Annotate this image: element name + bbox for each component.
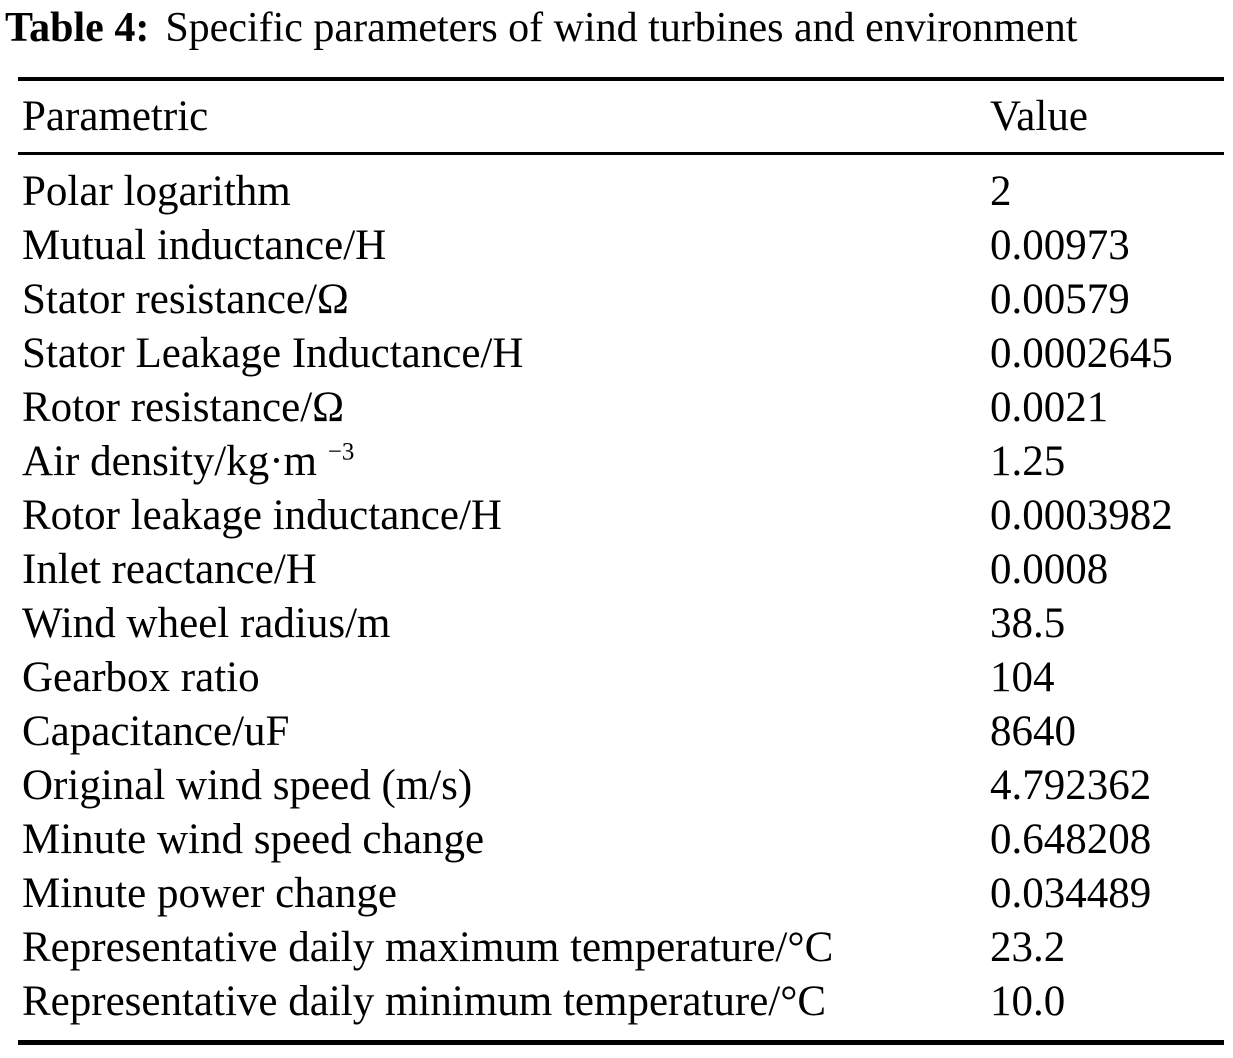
row-label: Stator Leakage Inductance/H <box>18 329 990 378</box>
row-value: 0.00973 <box>990 221 1130 269</box>
row-label-text: Mutual inductance/H <box>22 221 387 269</box>
table-header-row: Parametric Value <box>18 81 1224 155</box>
table-row: Rotor leakage inductance/H 0.0003982 <box>18 488 1224 542</box>
row-value: 4.792362 <box>990 761 1152 809</box>
row-label: Gearbox ratio <box>18 653 990 702</box>
row-label: Representative daily maximum temperature… <box>18 923 990 972</box>
row-label-text: Inlet reactance/H <box>22 545 317 593</box>
row-value: 0.0008 <box>990 545 1109 593</box>
row-label-text: Representative daily minimum temperature… <box>22 977 827 1025</box>
row-label-text: Representative daily maximum temperature… <box>22 923 834 971</box>
row-value: 10.0 <box>990 977 1066 1025</box>
table-row: Wind wheel radius/m 38.5 <box>18 596 1224 650</box>
row-label: Original wind speed (m/s) <box>18 761 990 810</box>
row-label: Inlet reactance/H <box>18 545 990 594</box>
table-caption: Table 4: Specific parameters of wind turb… <box>5 2 1077 55</box>
row-label-text: Polar logarithm <box>22 167 291 215</box>
row-value: 0.034489 <box>990 869 1152 917</box>
table-row: Original wind speed (m/s) 4.792362 <box>18 758 1224 812</box>
row-label-text: Stator resistance/Ω <box>22 275 349 323</box>
row-label-text: Minute wind speed change <box>22 815 485 863</box>
table-row: Mutual inductance/H 0.00973 <box>18 218 1224 272</box>
table-body: Polar logarithm 2 Mutual inductance/H 0.… <box>18 155 1224 1040</box>
row-value: 0.0021 <box>990 383 1109 431</box>
table-row: Capacitance/uF 8640 <box>18 704 1224 758</box>
table-row: Minute power change 0.034489 <box>18 866 1224 920</box>
row-value: 8640 <box>990 707 1076 755</box>
row-label-text: Gearbox ratio <box>22 653 260 701</box>
table-caption-number: Table 4: <box>5 5 150 51</box>
row-label-text: Air density/kg·m <box>22 437 317 485</box>
row-label-text: Capacitance/uF <box>22 707 290 755</box>
table-row: Air density/kg·m −3 1.25 <box>18 434 1224 488</box>
row-label-text: Stator Leakage Inductance/H <box>22 329 524 377</box>
row-label: Wind wheel radius/m <box>18 599 990 648</box>
row-label: Polar logarithm <box>18 167 990 216</box>
row-label: Minute power change <box>18 869 990 918</box>
row-value: 0.0002645 <box>990 329 1173 377</box>
table-row: Polar logarithm 2 <box>18 164 1224 218</box>
row-value: 23.2 <box>990 923 1066 971</box>
row-label: Rotor resistance/Ω <box>18 383 990 432</box>
row-value: 0.00579 <box>990 275 1130 323</box>
row-label-text: Rotor resistance/Ω <box>22 383 345 431</box>
table-row: Gearbox ratio 104 <box>18 650 1224 704</box>
header-value: Value <box>990 93 1088 140</box>
row-value: 0.648208 <box>990 815 1152 863</box>
table-row: Inlet reactance/H 0.0008 <box>18 542 1224 596</box>
row-label: Rotor leakage inductance/H <box>18 491 990 540</box>
row-value: 0.0003982 <box>990 491 1173 539</box>
row-label-text: Rotor leakage inductance/H <box>22 491 502 539</box>
row-value: 2 <box>990 167 1012 215</box>
header-parametric: Parametric <box>22 93 209 140</box>
row-label-text: Minute power change <box>22 869 397 917</box>
table-row: Representative daily maximum temperature… <box>18 920 1224 974</box>
row-label-text: Wind wheel radius/m <box>22 599 391 647</box>
row-label-superscript: −3 <box>327 438 355 466</box>
row-label: Air density/kg·m −3 <box>18 437 990 486</box>
row-value: 38.5 <box>990 599 1066 647</box>
table-caption-text: Specific parameters of wind turbines and… <box>165 5 1078 51</box>
row-label: Stator resistance/Ω <box>18 275 990 324</box>
row-label: Mutual inductance/H <box>18 221 990 270</box>
table-row: Stator resistance/Ω 0.00579 <box>18 272 1224 326</box>
row-label-text: Original wind speed (m/s) <box>22 761 473 809</box>
row-value: 1.25 <box>990 437 1066 485</box>
table-row: Stator Leakage Inductance/H 0.0002645 <box>18 326 1224 380</box>
parameters-table: Parametric Value Polar logarithm 2 Mutua… <box>18 77 1224 1045</box>
row-value: 104 <box>990 653 1055 701</box>
row-label: Capacitance/uF <box>18 707 990 756</box>
row-label: Minute wind speed change <box>18 815 990 864</box>
row-label: Representative daily minimum temperature… <box>18 977 990 1026</box>
table-row: Minute wind speed change 0.648208 <box>18 812 1224 866</box>
table-row: Representative daily minimum temperature… <box>18 974 1224 1028</box>
table-row: Rotor resistance/Ω 0.0021 <box>18 380 1224 434</box>
